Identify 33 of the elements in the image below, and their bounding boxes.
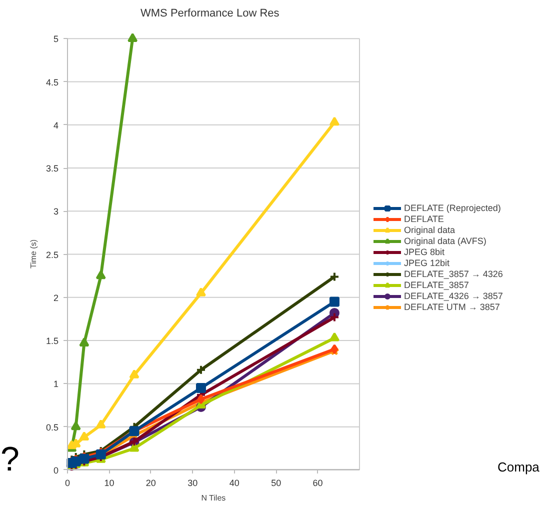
chart-title: WMS Performance Low Res [140,8,280,20]
legend-label: DEFLATE_3857 [404,280,469,290]
x-tick-label: 60 [312,478,323,488]
legend-label: DEFLATE_3857 → 4326 [404,269,503,279]
y-axis-title: Time (s) [28,239,38,269]
y-tick-label: 2.5 [46,250,59,260]
y-tick-label: 4 [53,120,59,130]
y-tick-label: 0.5 [46,422,59,432]
y-tick-label: 0 [53,465,59,476]
legend-label: DEFLATE [404,214,444,224]
x-tick-label: 30 [188,478,198,488]
y-tick-label: 5 [53,34,59,44]
y-tick-label: 3 [53,206,59,217]
legend-label: JPEG 8bit [404,247,445,257]
x-tick-label: 20 [146,478,156,488]
legend-label: DEFLATE_4326 → 3857 [404,291,503,301]
legend-label: JPEG 12bit [404,258,450,268]
y-tick-label: 1.5 [46,336,59,346]
text: ? [0,440,20,478]
legend-label: DEFLATE UTM → 3857 [404,302,500,312]
x-axis-title: N Tiles [201,494,226,502]
y-tick-label: 1 [53,379,59,390]
legend-label: DEFLATE (Reprojected) [404,203,501,213]
y-tick-label: 2 [53,292,59,303]
legend-label: Original data [404,225,456,235]
x-tick-label: 50 [271,478,282,488]
text: Compa [498,460,540,474]
y-tick-label: 4.5 [46,77,59,88]
x-tick-label: 10 [104,478,114,488]
x-tick-label: 0 [64,478,70,488]
y-tick-label: 3.5 [46,164,59,174]
x-tick-label: 40 [229,478,240,488]
legend-label: Original data (AVFS) [404,236,486,246]
